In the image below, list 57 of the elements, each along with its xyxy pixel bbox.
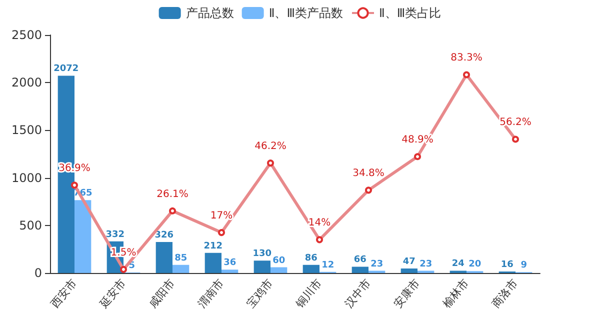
data-label: 34.8% (352, 168, 384, 180)
data-label: 1.5% (110, 247, 136, 258)
legend-label: Ⅱ、Ⅲ类产品数 (268, 6, 344, 20)
x-tick-label: 商洛市 (489, 276, 520, 310)
data-label: 66 (354, 255, 366, 266)
data-label: 23 (370, 259, 384, 270)
x-tick-label: 咸阳市 (146, 276, 178, 310)
bar (254, 260, 270, 273)
data-label: 47 (402, 257, 416, 268)
x-tick-label: 汉中市 (342, 276, 374, 310)
x-tick-label: 榆林市 (440, 276, 472, 310)
bar (172, 264, 190, 273)
data-label: 60 (272, 256, 286, 266)
y-tick-label: 1500 (11, 123, 42, 138)
data-label: 24 (452, 259, 464, 270)
data-label: 2072 (54, 64, 79, 74)
data-label: 56.2% (500, 117, 532, 128)
x-tick-label: 安康市 (391, 276, 422, 310)
data-label: 46.2% (254, 141, 286, 152)
x-tick-label: 延安市 (96, 276, 128, 312)
data-label: 16 (500, 260, 514, 270)
data-label: 130 (252, 249, 272, 260)
data-label: 48.9% (402, 134, 434, 146)
bar (222, 270, 238, 273)
bar (400, 268, 418, 273)
bar (204, 252, 222, 273)
x-tick-label: 宝鸡市 (244, 276, 276, 310)
data-label: 26.1% (156, 188, 188, 200)
bar (74, 200, 92, 273)
data-label: 83.3% (450, 52, 482, 64)
bar (270, 267, 288, 273)
data-label: 17% (210, 210, 233, 222)
x-tick-label: 渭南市 (195, 276, 226, 310)
data-label: 36.9% (58, 163, 90, 174)
bar (156, 242, 172, 273)
x-tick-label: 铜川市 (292, 276, 324, 312)
data-label: 9 (520, 260, 527, 271)
data-label: 36 (224, 258, 236, 268)
data-label: 86 (304, 253, 318, 264)
y-tick-label: 2500 (11, 28, 42, 42)
data-label: 326 (154, 230, 174, 240)
y-tick-label: 2000 (11, 76, 42, 90)
y-tick-label: 1000 (11, 170, 42, 185)
data-label: 20 (468, 260, 482, 270)
legend-label: Ⅱ、Ⅲ类占比 (379, 6, 442, 20)
bar (302, 264, 320, 273)
data-label: 85 (174, 253, 188, 264)
legend-label: 产品总数 (186, 6, 234, 20)
x-tick-label: 西安市 (48, 276, 80, 310)
data-label: 14% (308, 218, 331, 229)
data-label: 23 (420, 259, 432, 270)
data-label: 212 (204, 241, 223, 252)
data-label: 332 (106, 230, 125, 240)
data-label: 12 (322, 260, 334, 270)
y-tick-label: 500 (19, 218, 42, 232)
y-tick-label: 0 (34, 266, 42, 280)
bar (352, 266, 368, 273)
